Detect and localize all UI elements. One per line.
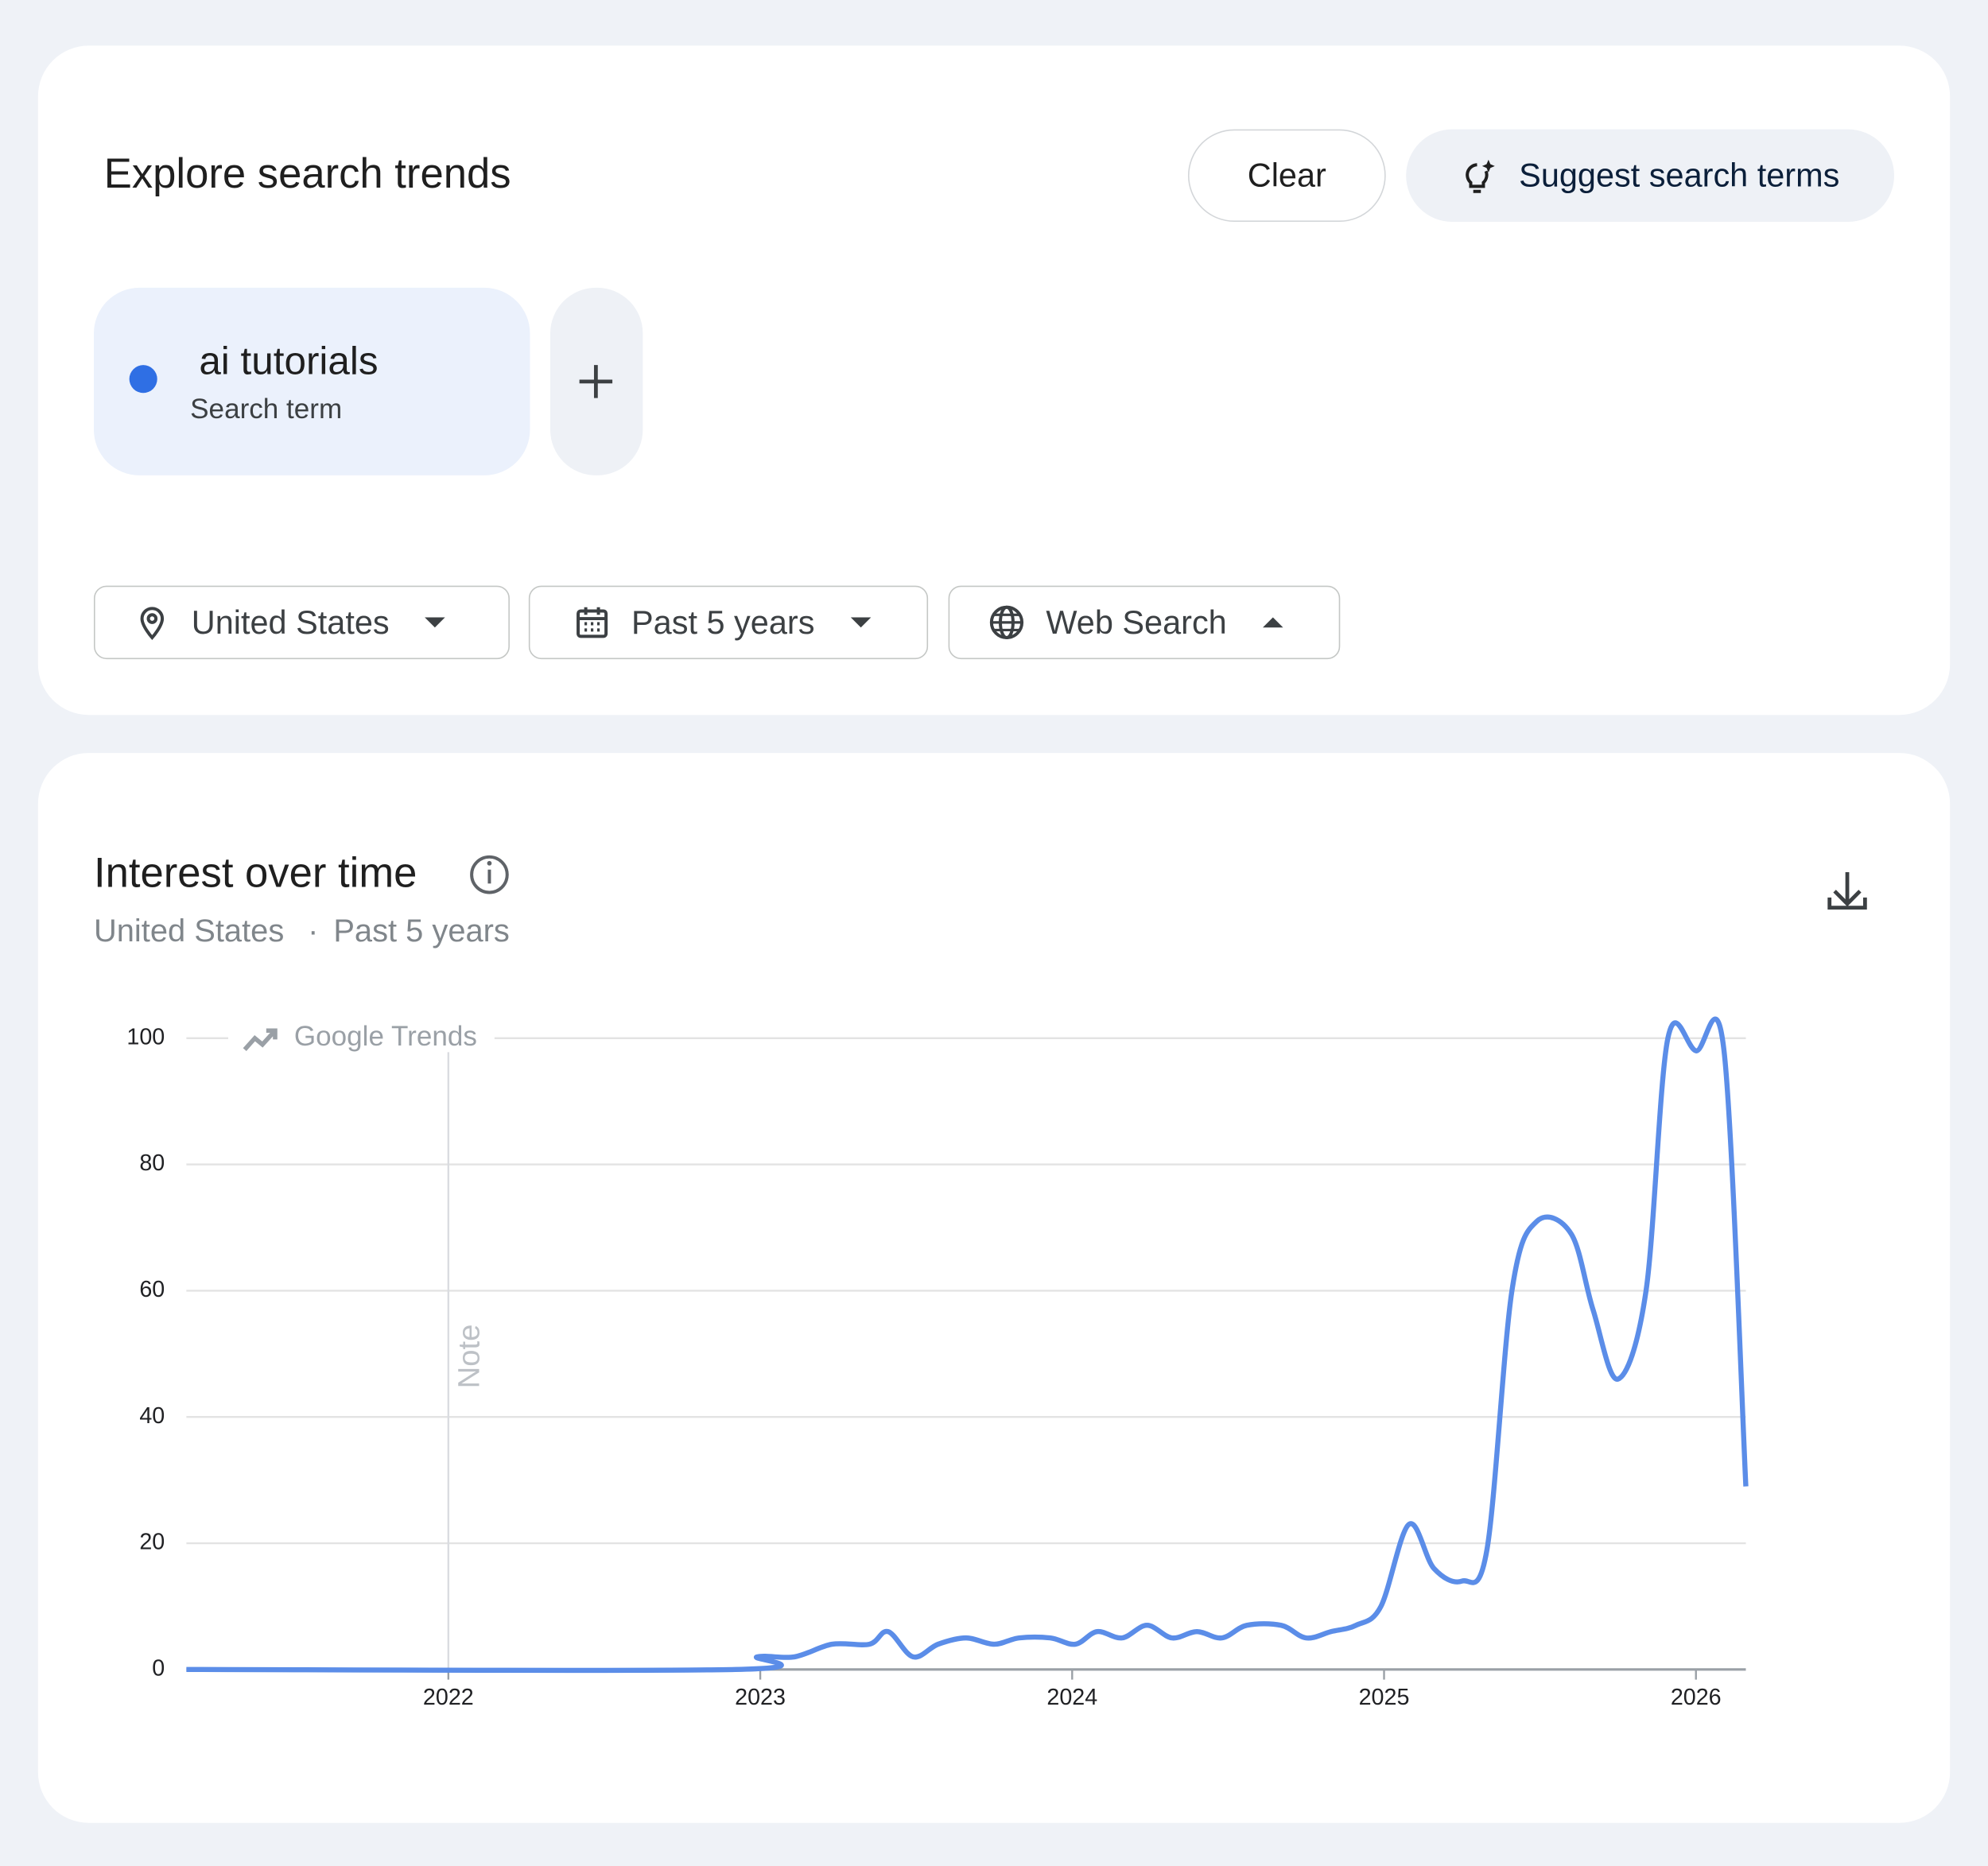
x-tick-label: 2024 bbox=[1046, 1685, 1097, 1710]
suggest-label: Suggest search terms bbox=[1519, 156, 1840, 194]
x-tick-label: 2026 bbox=[1671, 1685, 1722, 1710]
info-icon[interactable] bbox=[470, 855, 509, 894]
x-tick-label: 2025 bbox=[1359, 1685, 1410, 1710]
term-kind: Search term bbox=[190, 393, 343, 425]
series-line bbox=[186, 1016, 1749, 1674]
y-tick-label: 40 bbox=[139, 1403, 165, 1429]
location-label: United States bbox=[191, 603, 390, 641]
pin-icon bbox=[140, 607, 165, 640]
chart-subtitle-period: Past 5 years bbox=[333, 914, 510, 949]
dropdown-arrow bbox=[1262, 617, 1283, 628]
chart-subtitle-separator: · bbox=[308, 914, 318, 949]
y-tick-label: 20 bbox=[139, 1530, 165, 1555]
watermark: Google Trends bbox=[294, 1021, 477, 1052]
watermark-icon bbox=[243, 1028, 278, 1052]
calendar-icon bbox=[577, 607, 608, 638]
bulb-icon bbox=[1466, 159, 1495, 192]
dropdown-arrow bbox=[425, 617, 445, 628]
term-dot bbox=[129, 365, 157, 394]
property-select[interactable]: Web Search bbox=[948, 585, 1341, 660]
watermark-bg bbox=[227, 1014, 495, 1063]
add-term-button[interactable] bbox=[549, 287, 643, 475]
dropdown-arrow bbox=[850, 617, 871, 628]
period-label: Past 5 years bbox=[631, 603, 815, 641]
plus-icon bbox=[579, 365, 613, 398]
chart-title: Interest over time bbox=[94, 850, 417, 897]
term-chip[interactable]: ai tutorials Search term bbox=[93, 287, 530, 475]
y-tick-label: 0 bbox=[152, 1655, 165, 1681]
term-name: ai tutorials bbox=[199, 338, 379, 383]
page-title: Explore search trends bbox=[103, 149, 511, 197]
period-select[interactable]: Past 5 years bbox=[528, 585, 929, 660]
download-button[interactable] bbox=[1827, 871, 1867, 910]
clear-button[interactable]: Clear bbox=[1187, 129, 1386, 223]
property-label: Web Search bbox=[1046, 603, 1227, 641]
chart-subtitle-location: United States bbox=[94, 914, 284, 949]
x-tick-label: 2022 bbox=[423, 1685, 474, 1710]
y-tick-label: 60 bbox=[139, 1277, 165, 1302]
note-label: Note bbox=[452, 1325, 487, 1389]
y-tick-label: 80 bbox=[139, 1150, 165, 1176]
suggest-button[interactable]: Suggest search terms bbox=[1406, 129, 1895, 223]
y-tick-label: 100 bbox=[126, 1024, 165, 1049]
location-select[interactable]: United States bbox=[93, 585, 510, 660]
globe-icon bbox=[989, 605, 1024, 639]
x-tick-label: 2023 bbox=[735, 1685, 786, 1710]
